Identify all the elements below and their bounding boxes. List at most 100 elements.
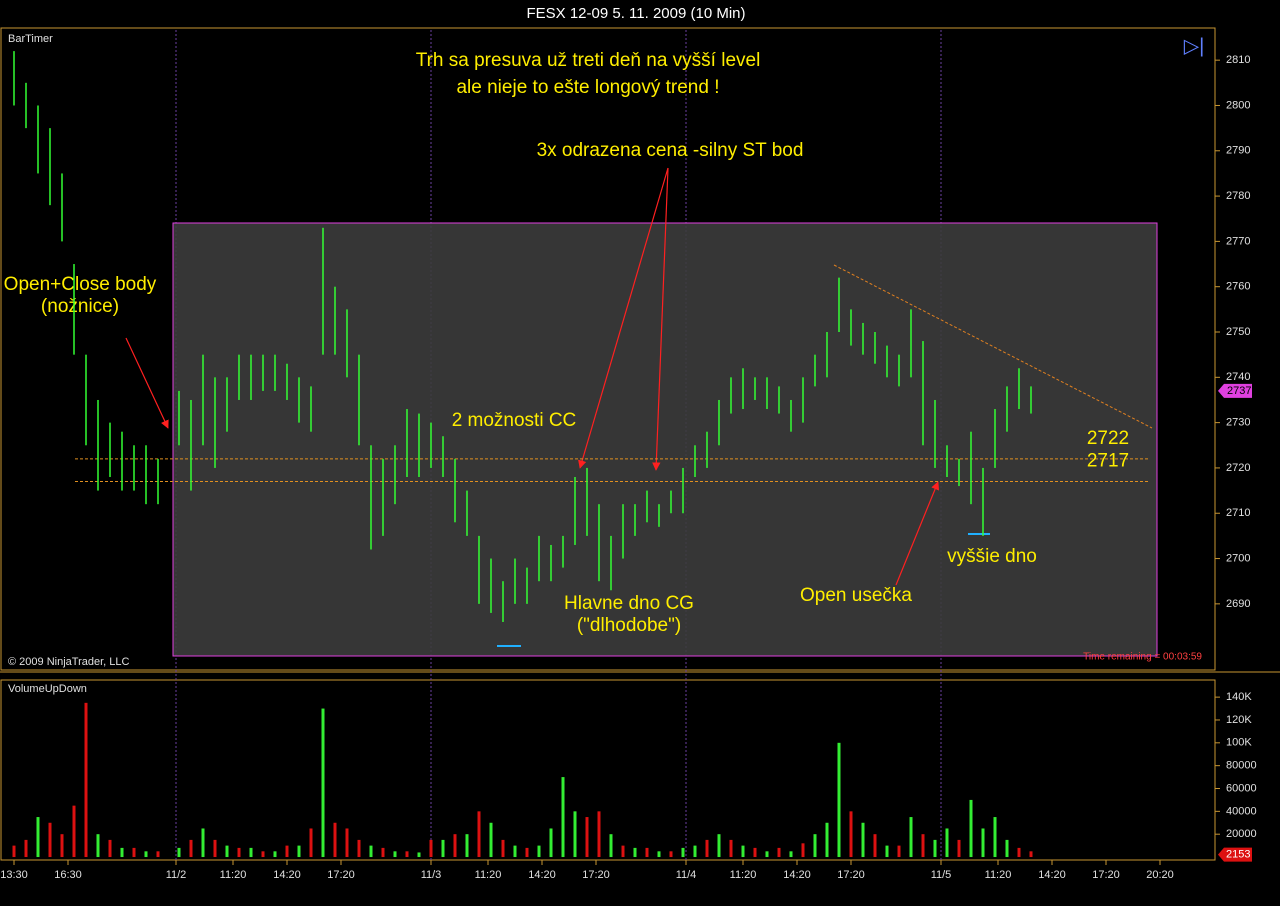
x-tick-label: 11:20 bbox=[985, 869, 1012, 881]
volume-bar bbox=[453, 834, 457, 858]
play-icon: ▷| bbox=[1184, 35, 1205, 57]
volume-bar bbox=[777, 847, 781, 858]
x-tick-label: 16:30 bbox=[54, 869, 82, 881]
y-tick-label: 2800 bbox=[1226, 99, 1250, 111]
x-tick-label: 11/5 bbox=[931, 869, 952, 881]
y-tick-label: 20000 bbox=[1226, 828, 1257, 840]
y-tick-label: 40000 bbox=[1226, 805, 1257, 817]
volume-bar bbox=[1017, 847, 1021, 858]
x-tick-label: 11/4 bbox=[676, 869, 697, 881]
volume-bar bbox=[357, 839, 361, 858]
volume-bar bbox=[717, 834, 721, 858]
volume-bar bbox=[885, 845, 889, 858]
x-tick-label: 11/3 bbox=[421, 869, 442, 881]
arrows bbox=[125, 167, 940, 586]
annotation: ("dlhodobe") bbox=[577, 615, 681, 636]
volume-bar bbox=[489, 822, 493, 858]
x-tick-label: 17:20 bbox=[1092, 869, 1120, 881]
volume-bar bbox=[201, 828, 205, 858]
volume-bar bbox=[993, 817, 997, 858]
volume-bar bbox=[633, 847, 637, 858]
annotation: Trh sa presuva už treti deň na vyšší lev… bbox=[416, 50, 761, 71]
volume-bar bbox=[465, 834, 469, 858]
chart-title: FESX 12-09 5. 11. 2009 (10 Min) bbox=[526, 5, 745, 22]
volume-bar bbox=[237, 847, 241, 858]
y-tick-label: 2730 bbox=[1226, 417, 1250, 429]
volume-bar bbox=[609, 834, 613, 858]
x-tick-label: 20:20 bbox=[1146, 869, 1174, 881]
x-tick-label: 11:20 bbox=[475, 869, 502, 881]
volume-bar bbox=[225, 845, 229, 858]
volume-bar bbox=[537, 845, 541, 858]
volume-bar bbox=[945, 828, 949, 858]
volume-bar bbox=[477, 811, 481, 858]
y-tick-label: 2760 bbox=[1226, 281, 1250, 293]
volume-bar bbox=[297, 845, 301, 858]
volume-bar bbox=[933, 839, 937, 858]
annotation: 3x odrazena cena -silny ST bod bbox=[537, 140, 804, 161]
y-tick-label: 2700 bbox=[1226, 552, 1250, 564]
volume-bar bbox=[909, 817, 913, 858]
volume-bar bbox=[369, 845, 373, 858]
volume-bar bbox=[249, 847, 253, 858]
volume-bar bbox=[669, 851, 673, 858]
y-tick-label: 120K bbox=[1226, 714, 1252, 726]
volume-bar bbox=[285, 845, 289, 858]
volume-bar bbox=[621, 845, 625, 858]
volume-bar bbox=[144, 851, 148, 858]
y-tick-label: 2690 bbox=[1226, 598, 1250, 610]
volume-panel bbox=[0, 679, 1216, 861]
annotation: (nožnice) bbox=[41, 296, 119, 317]
x-tick-label: 14:20 bbox=[783, 869, 811, 881]
volume-bar bbox=[189, 839, 193, 858]
volume-bar bbox=[513, 845, 517, 858]
last-value-label: 2153 bbox=[1226, 848, 1250, 860]
volume-bar bbox=[120, 847, 124, 858]
volume-bar bbox=[417, 852, 421, 858]
volume-bar bbox=[525, 847, 529, 858]
volume-bar bbox=[837, 742, 841, 858]
title-bar bbox=[0, 0, 1280, 28]
annotation: 2 možnosti CC bbox=[452, 410, 577, 431]
volume-bar bbox=[132, 847, 136, 858]
volume-bar bbox=[381, 847, 385, 858]
indicator-label: BarTimer bbox=[8, 33, 53, 45]
volume-bar bbox=[573, 811, 577, 858]
volume-bar bbox=[849, 811, 853, 858]
y-tick-label: 140K bbox=[1226, 691, 1252, 703]
volume-bar bbox=[681, 847, 685, 858]
volume-bar bbox=[72, 805, 76, 858]
x-tick-label: 11:20 bbox=[730, 869, 757, 881]
annotation: ale nieje to ešte longový trend ! bbox=[456, 77, 719, 98]
indicator-label: VolumeUpDown bbox=[8, 683, 87, 695]
volume-bar bbox=[48, 822, 52, 858]
trend-line bbox=[833, 264, 1153, 429]
y-tick-label: 2720 bbox=[1226, 462, 1250, 474]
volume-bar bbox=[561, 777, 565, 858]
volume-bar bbox=[1005, 839, 1009, 858]
volume-bar bbox=[261, 851, 265, 858]
volume-bar bbox=[645, 847, 649, 858]
y-tick-label: 80000 bbox=[1226, 760, 1257, 772]
x-tick-label: 14:20 bbox=[273, 869, 301, 881]
volume-bar bbox=[177, 847, 181, 858]
volume-bar bbox=[333, 822, 337, 858]
x-tick-label: 14:20 bbox=[1038, 869, 1066, 881]
volume-bar bbox=[981, 828, 985, 858]
volume-bar bbox=[693, 845, 697, 858]
volume-bar bbox=[657, 851, 661, 858]
y-tick-label: 2810 bbox=[1226, 54, 1250, 66]
volume-bar bbox=[957, 839, 961, 858]
annotation: Hlavne dno CG bbox=[564, 593, 694, 614]
time-remaining: Time remaining = 00:03:59 bbox=[1083, 652, 1202, 663]
volume-bar bbox=[405, 851, 409, 858]
volume-bar bbox=[501, 839, 505, 858]
y-tick-label: 100K bbox=[1226, 737, 1252, 749]
x-tick-label: 11:20 bbox=[220, 869, 247, 881]
volume-bar bbox=[801, 843, 805, 858]
x-tick-label: 11/2 bbox=[166, 869, 187, 881]
annotation: vyššie dno bbox=[947, 546, 1037, 567]
volume-bar bbox=[549, 828, 553, 858]
volume-bar bbox=[813, 834, 817, 858]
